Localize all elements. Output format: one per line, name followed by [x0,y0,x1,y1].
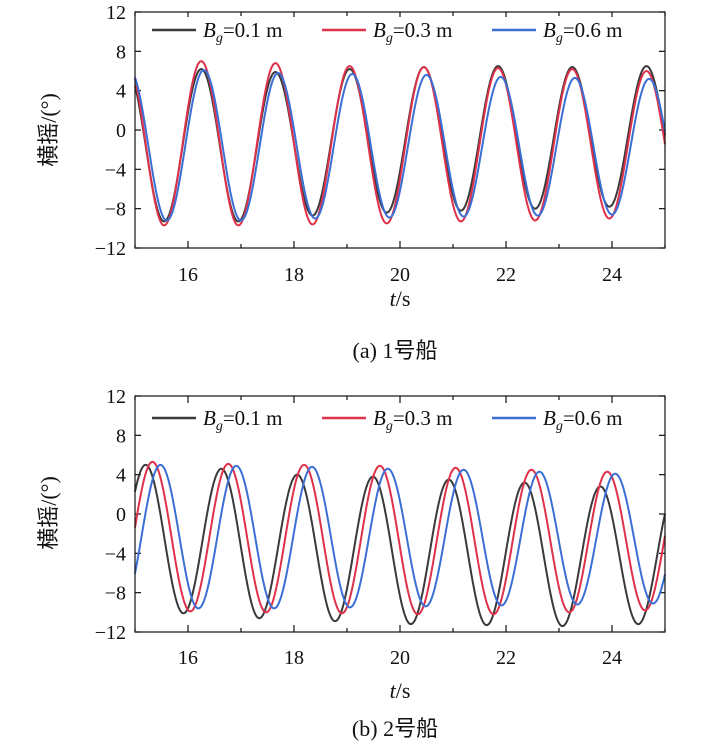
y-tick-label: −8 [105,583,126,605]
legend-label: Bg=0.6 m [543,406,623,434]
legend-label: Bg=0.1 m [203,406,283,434]
y-tick-label: −8 [105,199,126,221]
y-tick-label: 0 [116,120,126,142]
panel-a-ylabel: 横摇/(°) [36,93,61,167]
panel-b-caption: (b) 2号船 [352,716,438,741]
y-tick-label: 4 [116,465,126,487]
y-tick-label: 0 [116,504,126,526]
y-tick-label: −4 [105,159,126,181]
series-line [134,463,666,610]
x-tick-label: 18 [284,264,304,286]
y-tick-label: 4 [116,81,126,103]
panel-b-xlabel-unit: /s [396,678,411,703]
x-tick-label: 20 [390,264,410,286]
legend-label: Bg=0.3 m [373,406,453,434]
x-tick-label: 22 [496,264,516,286]
x-tick-label: 20 [390,647,410,669]
series-line [134,65,666,223]
legend-label: Bg=0.3 m [373,18,453,46]
legend-label: Bg=0.6 m [543,18,623,46]
panel-b-xlabel: t/s [390,678,411,703]
panel-a-caption: (a) 1号船 [353,338,438,363]
series-line [134,460,666,616]
x-tick-label: 18 [284,647,304,669]
x-tick-label: 24 [602,264,622,286]
panel-a-series [134,60,666,227]
series-line [134,60,666,227]
panel-a-plot-frame [134,11,666,249]
y-tick-label: 8 [116,425,126,447]
panel-a-xlabel: t/s [390,286,411,311]
panel-a-xticks: 16 18 20 22 24 [134,12,666,286]
x-tick-label: 22 [496,647,516,669]
panel-b-ylabel: 横摇/(°) [36,476,61,550]
x-tick-label: 16 [178,264,198,286]
y-tick-label: 8 [116,41,126,63]
y-tick-label: −12 [95,238,126,260]
panel-b-xlabel-var: t [390,678,397,703]
panel-b-legend: Bg=0.1 m Bg=0.3 m Bg=0.6 m [146,405,651,434]
panel-b-xticks: 16 18 20 22 24 [134,396,666,669]
panel-a-xlabel-unit: /s [396,286,411,311]
y-tick-label: −12 [95,622,126,644]
panel-b-plot-frame [134,395,666,633]
x-tick-label: 16 [178,647,198,669]
series-line [134,69,666,222]
x-tick-label: 24 [602,647,622,669]
y-tick-label: 12 [106,2,126,24]
y-tick-label: 12 [106,386,126,408]
y-tick-label: −4 [105,543,126,565]
panel-a-xlabel-var: t [390,286,397,311]
panel-b-series [134,460,666,628]
panel-a-legend: Bg=0.1 m Bg=0.3 m Bg=0.6 m [146,17,651,46]
legend-label: Bg=0.1 m [203,18,283,46]
